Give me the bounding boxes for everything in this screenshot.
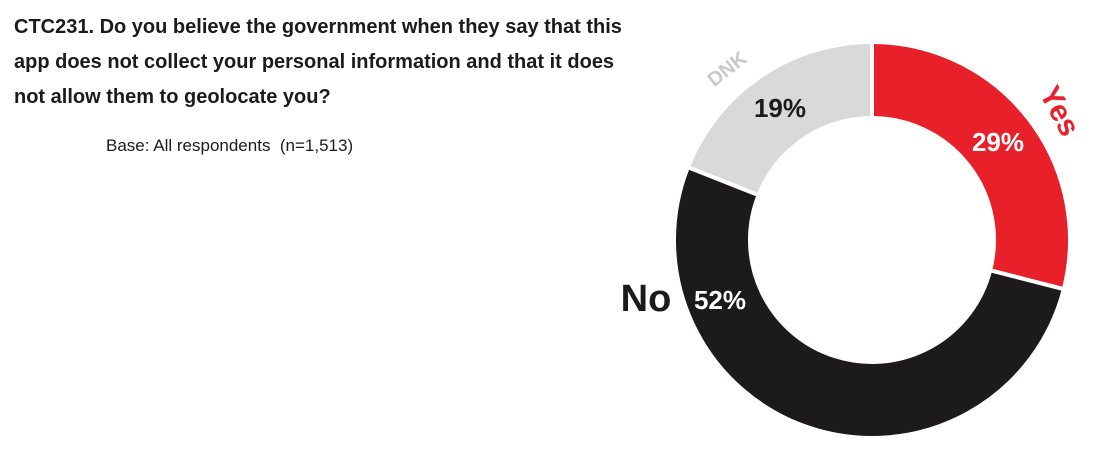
value-label: 29% bbox=[972, 127, 1024, 157]
donut-segment bbox=[870, 39, 1072, 292]
value-label: 52% bbox=[694, 285, 746, 315]
donut-segment bbox=[672, 164, 1067, 440]
category-label: DNK bbox=[704, 47, 752, 91]
chart-title: CTC231. Do you believe the government wh… bbox=[14, 16, 622, 108]
donut-segment bbox=[685, 39, 874, 198]
chart-subtitle: Base: All respondents (n=1,513) bbox=[106, 136, 354, 155]
category-label: No bbox=[621, 278, 672, 320]
value-label: 19% bbox=[754, 93, 806, 123]
